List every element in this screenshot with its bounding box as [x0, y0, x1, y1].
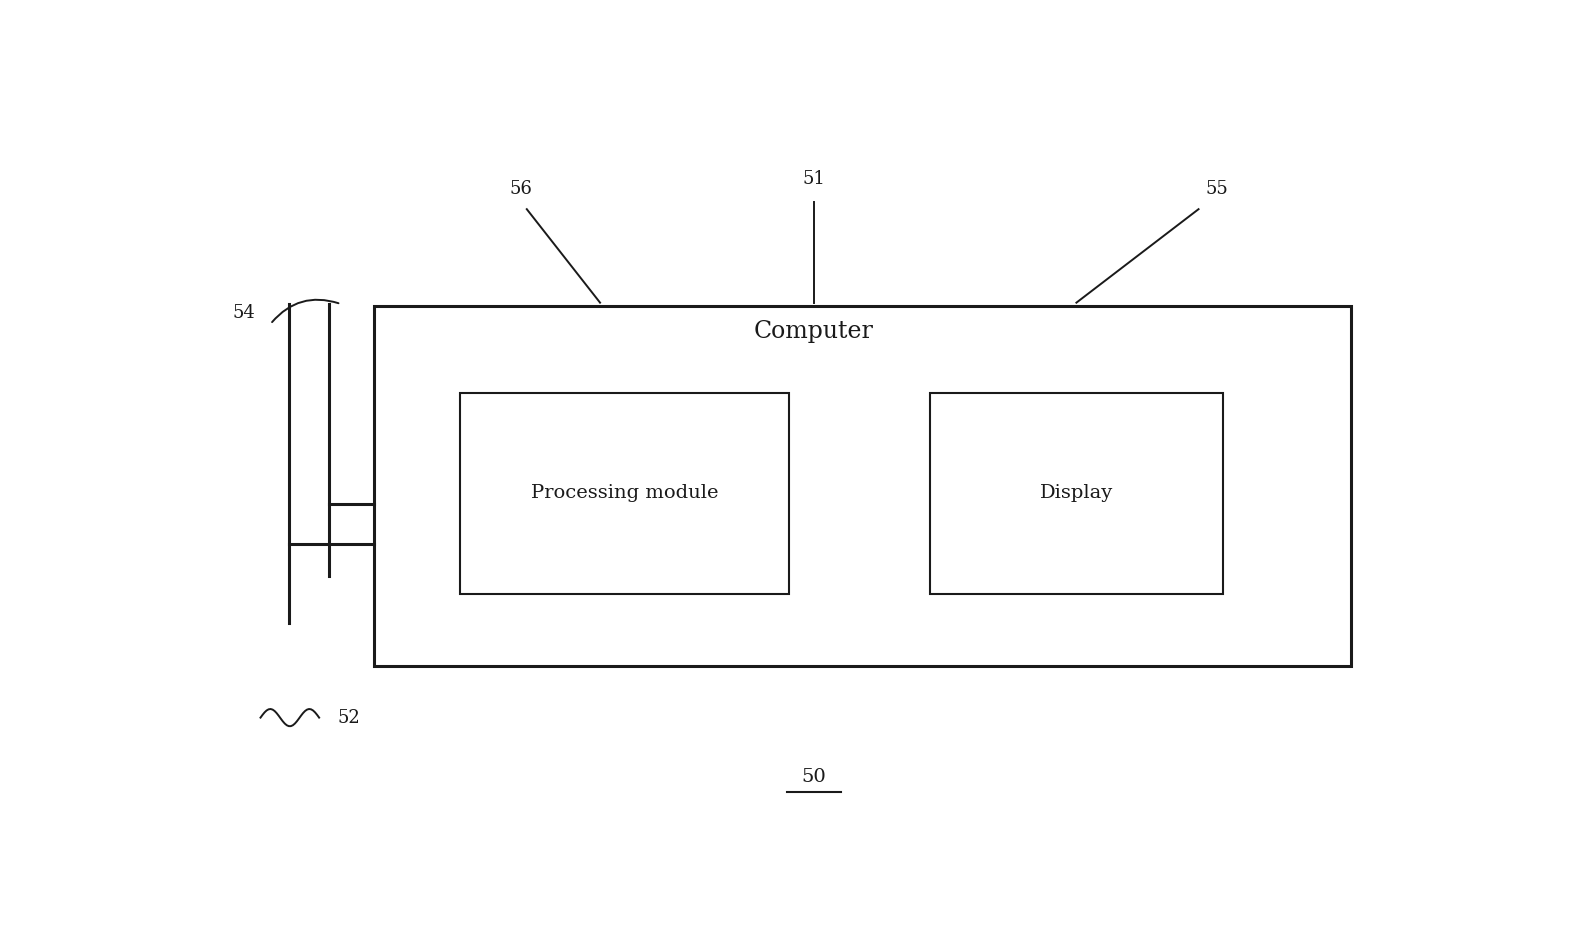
- Text: Display: Display: [1040, 484, 1113, 502]
- Text: 55: 55: [1206, 180, 1228, 198]
- Text: 50: 50: [802, 769, 826, 786]
- Text: 52: 52: [337, 709, 361, 727]
- Text: Processing module: Processing module: [531, 484, 719, 502]
- Text: 51: 51: [802, 170, 826, 188]
- Text: 56: 56: [509, 180, 533, 198]
- Bar: [930, 392, 1223, 594]
- Text: 54: 54: [232, 304, 255, 322]
- Bar: [374, 306, 1351, 666]
- Text: Computer: Computer: [753, 320, 873, 343]
- Bar: [460, 392, 790, 594]
